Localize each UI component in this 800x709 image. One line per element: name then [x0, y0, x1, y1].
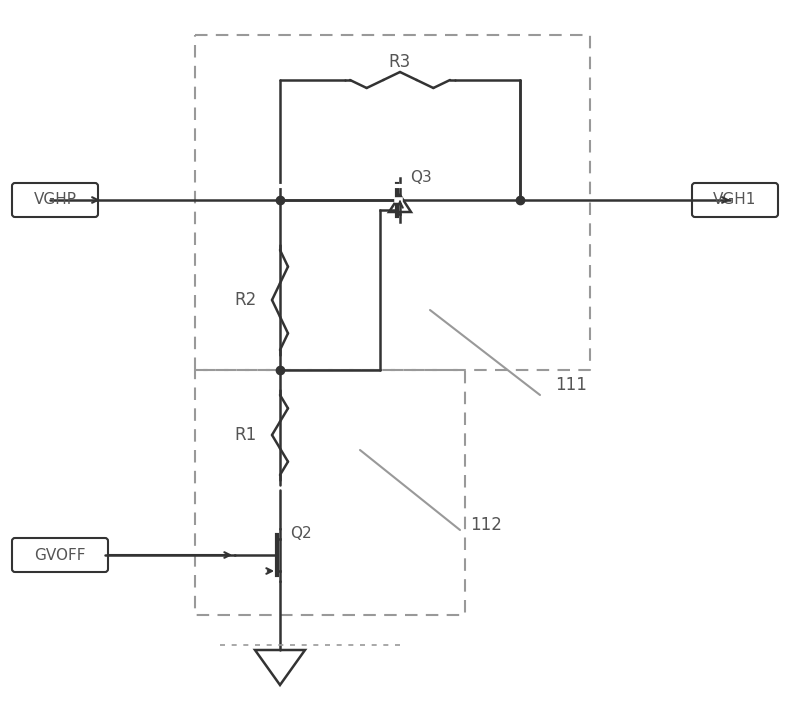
Text: R1: R1: [234, 426, 256, 444]
Text: R2: R2: [234, 291, 256, 309]
Text: 112: 112: [470, 516, 502, 534]
Text: Q2: Q2: [290, 525, 312, 540]
Text: GVOFF: GVOFF: [34, 547, 86, 562]
Text: Q3: Q3: [410, 170, 432, 186]
Text: VGH1: VGH1: [714, 193, 757, 208]
FancyBboxPatch shape: [12, 538, 108, 572]
Text: R3: R3: [389, 53, 411, 71]
FancyBboxPatch shape: [692, 183, 778, 217]
Text: 111: 111: [555, 376, 587, 394]
Text: VGHP: VGHP: [34, 193, 77, 208]
FancyBboxPatch shape: [12, 183, 98, 217]
